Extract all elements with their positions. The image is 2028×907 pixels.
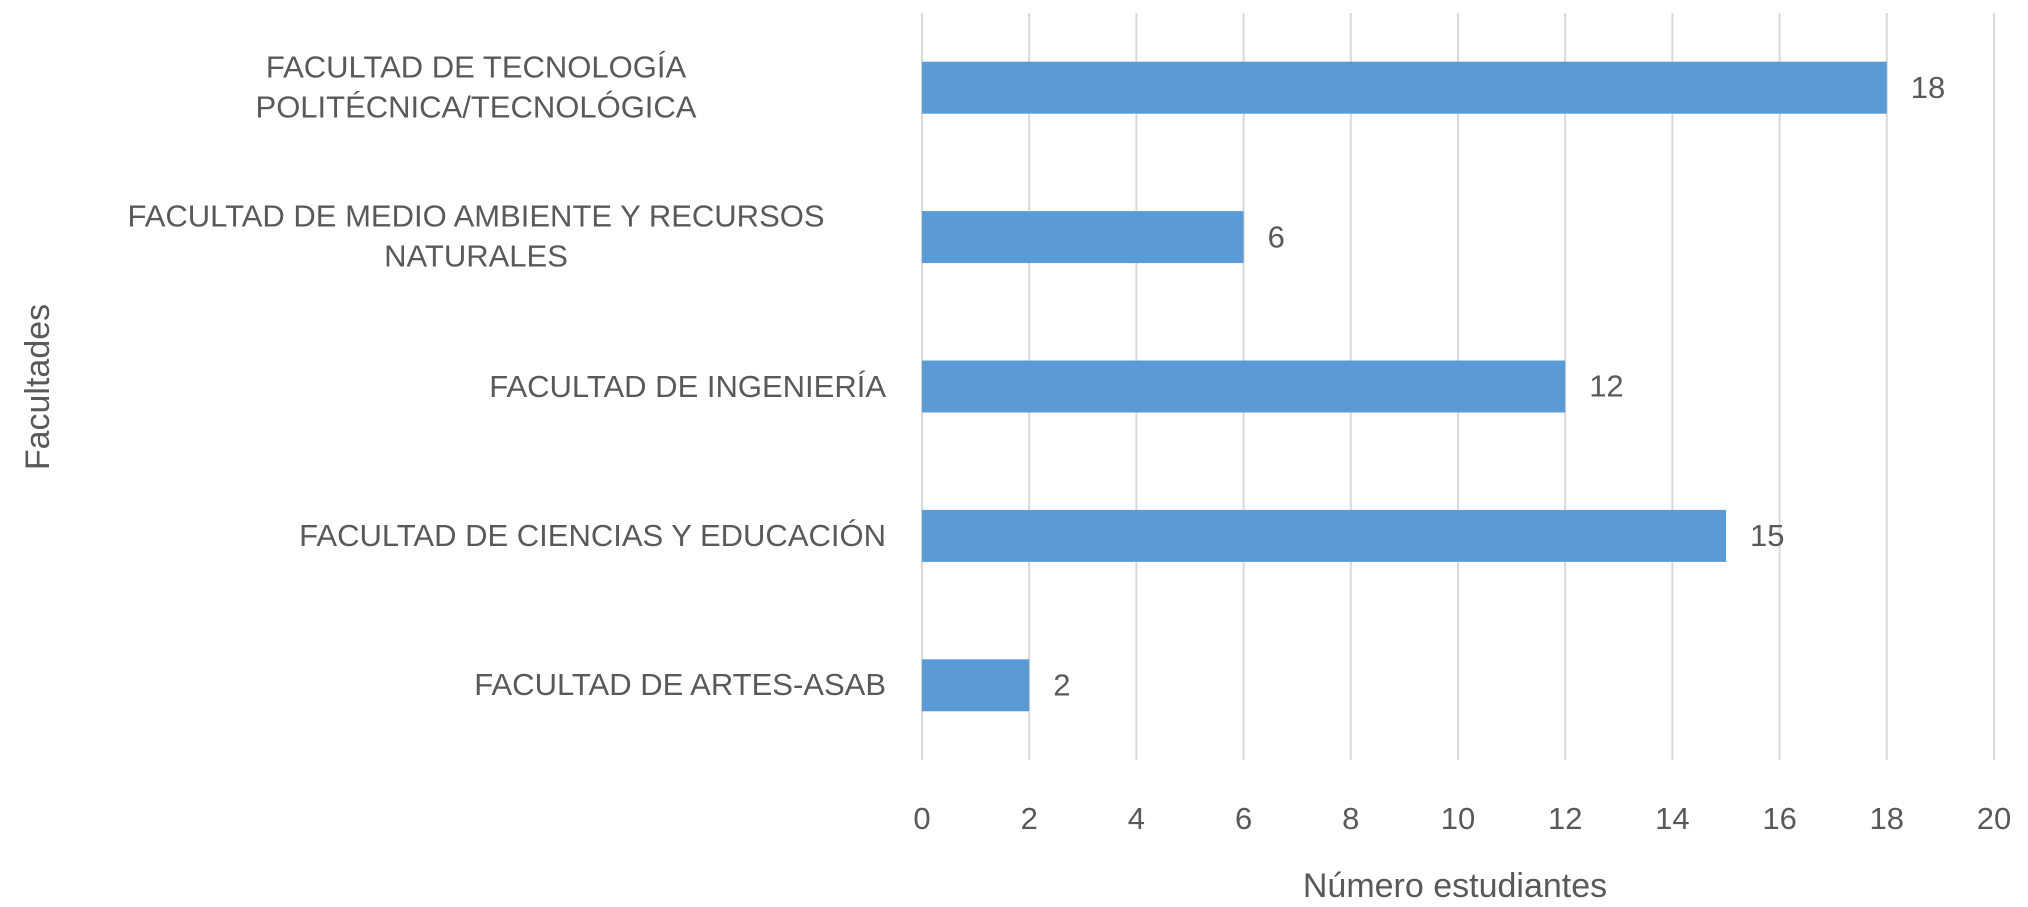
- value-label: 18: [1911, 70, 1945, 105]
- x-tick-label: 18: [1870, 801, 1904, 836]
- bar: [922, 360, 1566, 413]
- x-tick-label: 0: [913, 801, 930, 836]
- bar: [922, 659, 1030, 712]
- bar: [922, 509, 1726, 562]
- x-tick-label: 8: [1342, 801, 1359, 836]
- bar: [922, 61, 1887, 114]
- value-label: 6: [1268, 219, 1285, 254]
- value-label: 15: [1750, 518, 1784, 553]
- x-axis-title: Número estudiantes: [1303, 867, 1607, 905]
- value-label: 12: [1589, 369, 1623, 404]
- x-tick-label: 20: [1977, 801, 2011, 836]
- x-tick-label: 2: [1021, 801, 1038, 836]
- y-tick-label: FACULTAD DE CIENCIAS Y EDUCACIÓN: [299, 517, 886, 553]
- y-tick-label: FACULTAD DE ARTES-ASAB: [474, 667, 886, 703]
- bar: [922, 211, 1244, 264]
- y-tick-label: FACULTAD DE MEDIO AMBIENTE Y RECURSOS NA…: [127, 198, 825, 275]
- y-tick-label: FACULTAD DE INGENIERÍA: [489, 368, 886, 404]
- x-tick-label: 14: [1655, 801, 1689, 836]
- x-tick-label: 4: [1128, 801, 1145, 836]
- x-tick-label: 6: [1235, 801, 1252, 836]
- y-axis-title: Facultades: [19, 304, 57, 470]
- x-tick-label: 16: [1762, 801, 1796, 836]
- x-tick-label: 10: [1441, 801, 1475, 836]
- value-label: 2: [1053, 667, 1070, 702]
- y-tick-label: FACULTAD DE TECNOLOGÍA POLITÉCNICA/TECNO…: [255, 49, 697, 125]
- x-tick-label: 12: [1548, 801, 1582, 836]
